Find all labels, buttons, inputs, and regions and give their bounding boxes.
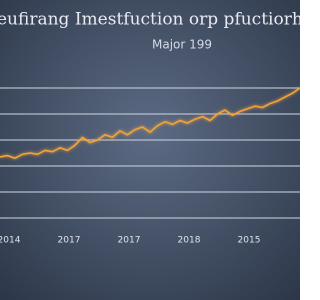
x-tick-label: 2014: [0, 236, 21, 246]
chart: eufirang Imestfuction orp pfuctiorh Majo…: [0, 0, 300, 300]
page: eufirang Imestfuction orp pfuctiorh Majo…: [0, 0, 300, 300]
chart-title: eufirang Imestfuction orp pfuctiorh: [0, 10, 300, 30]
chart-subtitle: Major 199: [152, 38, 212, 52]
data-line: [0, 87, 300, 159]
x-tick-label: 2017: [118, 236, 141, 246]
background: [0, 0, 300, 300]
x-tick-label: 2018: [178, 236, 201, 246]
x-tick-label: 2015: [238, 236, 261, 246]
x-tick-label: 2017: [58, 236, 81, 246]
